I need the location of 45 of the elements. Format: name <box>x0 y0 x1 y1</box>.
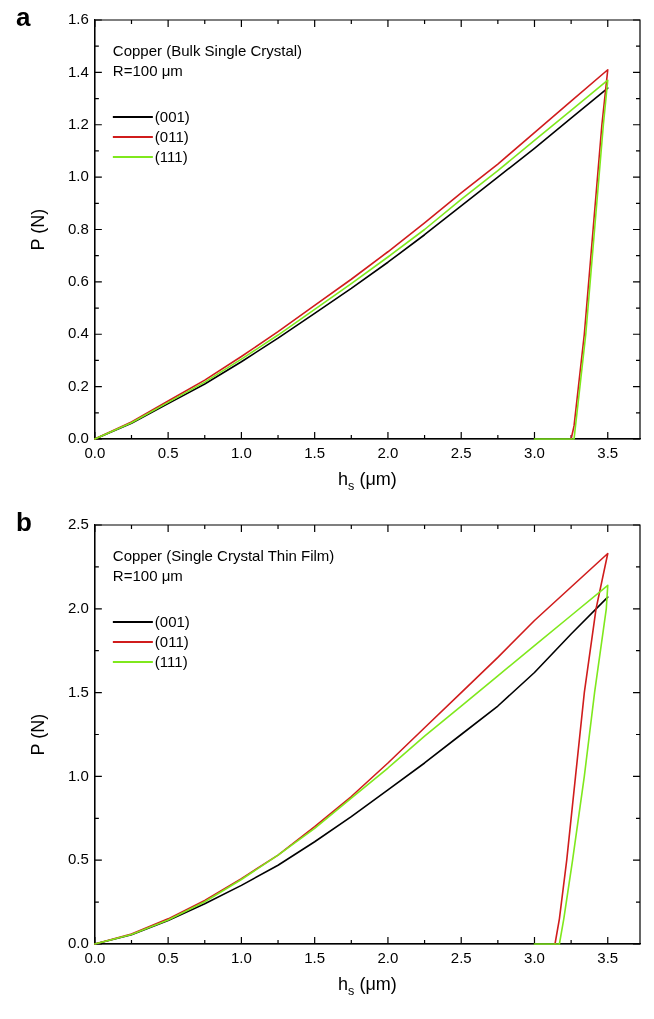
x-tick-label: 0.0 <box>84 949 106 967</box>
x-tick-label: 0.5 <box>157 949 179 967</box>
y-tick-label: 2.0 <box>67 598 89 616</box>
chart-title: b <box>16 507 32 537</box>
y-tick-label: 1.5 <box>67 682 89 700</box>
x-tick-label: 2.5 <box>450 444 472 462</box>
annotation: Copper (Single Crystal Thin Film) <box>112 547 335 564</box>
y-tick-label: 0.8 <box>67 219 89 237</box>
annotation: R=100 μm <box>112 567 183 584</box>
y-tick-label: 1.4 <box>67 62 89 80</box>
y-axis-title: P (N) <box>28 208 48 251</box>
y-tick-label: 1.0 <box>67 167 89 185</box>
y-tick-label: 1.6 <box>67 10 89 28</box>
y-tick-label: 2.5 <box>67 515 89 533</box>
x-tick-label: 1.0 <box>230 444 252 462</box>
legend-label: (001) <box>154 613 190 630</box>
y-tick-label: 0.0 <box>67 934 89 952</box>
y-tick-label: 1.2 <box>67 114 89 132</box>
legend-label: (011) <box>154 128 189 145</box>
x-tick-label: 2.0 <box>377 949 399 967</box>
x-tick-label: 3.5 <box>597 444 619 462</box>
annotation: R=100 μm <box>112 62 183 79</box>
annotation: Copper (Bulk Single Crystal) <box>112 42 303 59</box>
y-axis-title: P (N) <box>28 713 48 756</box>
legend-label: (001) <box>154 108 190 125</box>
y-tick-label: 0.6 <box>67 272 89 290</box>
y-tick-label: 1.0 <box>67 766 89 784</box>
x-tick-label: 1.5 <box>304 444 326 462</box>
x-tick-label: 1.0 <box>230 949 252 967</box>
y-tick-label: 0.0 <box>67 429 89 447</box>
legend-label: (111) <box>154 148 188 165</box>
y-tick-label: 0.2 <box>67 376 89 394</box>
x-tick-label: 3.5 <box>597 949 619 967</box>
x-tick-label: 0.0 <box>84 444 106 462</box>
y-tick-label: 0.4 <box>67 324 89 342</box>
x-tick-label: 3.0 <box>524 949 545 967</box>
y-tick-label: 0.5 <box>67 850 89 868</box>
legend-label: (111) <box>154 653 188 670</box>
legend-label: (011) <box>154 633 189 650</box>
x-tick-label: 1.5 <box>304 949 326 967</box>
x-tick-label: 3.0 <box>524 444 545 462</box>
x-tick-label: 0.5 <box>157 444 179 462</box>
chart-title: a <box>16 2 31 32</box>
x-tick-label: 2.0 <box>377 444 399 462</box>
x-tick-label: 2.5 <box>450 949 472 967</box>
